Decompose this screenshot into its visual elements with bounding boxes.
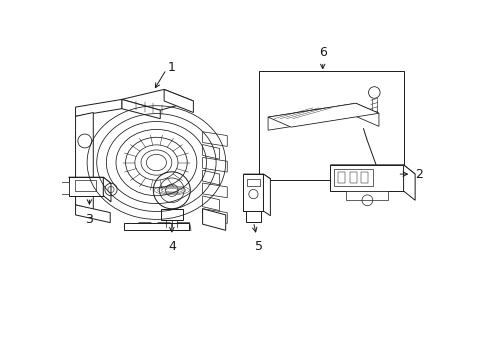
Polygon shape xyxy=(338,172,345,183)
Polygon shape xyxy=(334,170,373,186)
Polygon shape xyxy=(156,222,172,230)
Polygon shape xyxy=(75,112,93,210)
Text: 6: 6 xyxy=(319,46,327,59)
Polygon shape xyxy=(203,132,227,147)
Polygon shape xyxy=(164,89,194,112)
Polygon shape xyxy=(268,103,379,127)
Polygon shape xyxy=(69,177,103,195)
Bar xyxy=(259,71,404,180)
Polygon shape xyxy=(175,222,191,230)
Text: 5: 5 xyxy=(255,240,263,253)
Text: 3: 3 xyxy=(85,213,94,226)
Polygon shape xyxy=(203,157,227,172)
Text: 1: 1 xyxy=(168,61,176,74)
Text: 2: 2 xyxy=(415,168,423,181)
Polygon shape xyxy=(245,211,261,222)
Polygon shape xyxy=(124,222,189,230)
Polygon shape xyxy=(246,179,260,186)
Polygon shape xyxy=(203,209,226,230)
Polygon shape xyxy=(264,174,270,216)
Polygon shape xyxy=(203,145,220,159)
Polygon shape xyxy=(404,165,415,200)
Polygon shape xyxy=(103,177,111,202)
Polygon shape xyxy=(268,103,379,130)
Polygon shape xyxy=(244,174,270,179)
Polygon shape xyxy=(361,172,368,183)
Polygon shape xyxy=(122,89,194,110)
Polygon shape xyxy=(203,209,227,223)
Polygon shape xyxy=(61,182,69,194)
Polygon shape xyxy=(69,177,111,183)
Polygon shape xyxy=(330,165,415,174)
Polygon shape xyxy=(244,174,264,211)
Polygon shape xyxy=(330,165,404,191)
Text: 4: 4 xyxy=(168,240,176,253)
Polygon shape xyxy=(75,205,110,222)
Polygon shape xyxy=(350,172,357,183)
Polygon shape xyxy=(369,166,384,182)
Polygon shape xyxy=(203,183,227,198)
Polygon shape xyxy=(122,99,160,119)
Polygon shape xyxy=(137,222,152,230)
Polygon shape xyxy=(75,99,122,116)
Polygon shape xyxy=(203,196,220,211)
Polygon shape xyxy=(346,191,388,200)
Polygon shape xyxy=(161,209,183,220)
Polygon shape xyxy=(203,170,220,185)
Polygon shape xyxy=(75,180,97,191)
